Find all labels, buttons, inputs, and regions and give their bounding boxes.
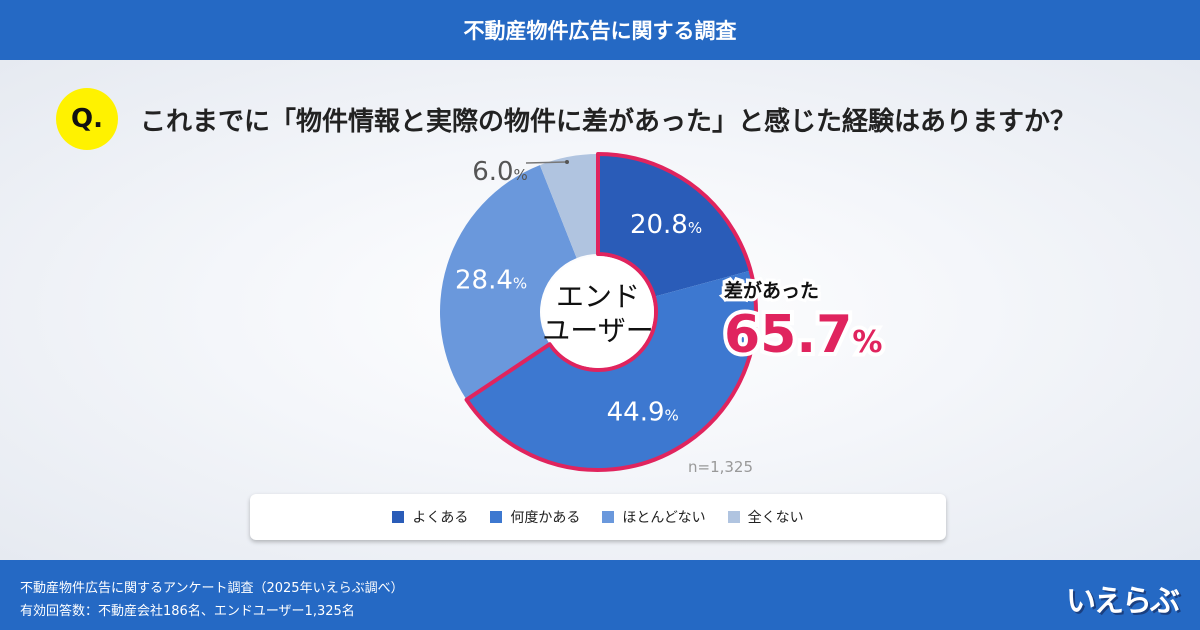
question-text: これまでに「物件情報と実際の物件に差があった」と感じた経験はありますか？ <box>140 106 1077 137</box>
leader-dot <box>565 160 569 164</box>
highlight-value: 65.7% <box>724 305 882 365</box>
legend-swatch <box>727 511 740 523</box>
page-title: 不動産物件広告に関する調査 <box>463 19 737 43</box>
legend-label: 全くない <box>747 510 804 526</box>
data-label: 6.0% <box>472 157 528 187</box>
slice-2 <box>440 165 577 400</box>
question-badge: Q. <box>56 88 118 150</box>
slice-0 <box>598 154 751 297</box>
legend-item: ほとんどない <box>602 507 706 527</box>
center-label: ユーザー <box>542 314 653 347</box>
footer: 不動産物件広告に関するアンケート調査（2025年いえらぶ調べ） 有効回答数：不動… <box>0 560 1200 630</box>
slice-3 <box>539 154 598 259</box>
donut-hole <box>542 256 654 368</box>
legend-swatch <box>392 511 405 523</box>
legend-label: よくある <box>412 510 469 526</box>
question: Q. これまでに「物件情報と実際の物件に差があった」と感じた経験はありますか？ <box>56 88 1076 150</box>
logo: いえらぶ <box>1066 584 1180 619</box>
highlight-label: 差があった <box>724 279 819 302</box>
footer-respondents: 有効回答数：不動産会社186名、エンドユーザー1,325名 <box>20 604 355 619</box>
sample-size: n=1,325 <box>688 458 754 476</box>
center-label: エンド <box>556 280 640 313</box>
legend-label: ほとんどない <box>622 510 706 526</box>
leader-line <box>525 161 567 164</box>
legend-swatch <box>602 511 615 523</box>
legend-label: 何度かある <box>510 510 581 526</box>
footer-survey: 不動産物件広告に関するアンケート調査（2025年いえらぶ調べ） <box>20 581 404 596</box>
header: 不動産物件広告に関する調査 <box>0 0 1200 60</box>
legend-item: 何度かある <box>490 507 580 527</box>
legend-swatch <box>490 511 503 523</box>
highlight-outline <box>464 152 758 472</box>
legend: よくある 何度かある ほとんどない 全くない <box>250 494 946 540</box>
legend-item: 全くない <box>727 507 804 527</box>
legend-item: よくある <box>392 507 468 527</box>
